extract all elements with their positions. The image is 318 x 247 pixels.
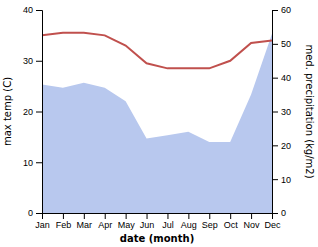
- tick-mark: [230, 213, 231, 219]
- tick: Nov: [244, 213, 261, 230]
- tick-label: Feb: [56, 220, 72, 230]
- axis-line: [36, 11, 43, 214]
- tick-mark: [167, 213, 168, 219]
- tick-mark: [147, 213, 148, 219]
- tick-label: 40: [281, 73, 291, 83]
- tick: 20: [23, 107, 42, 117]
- tick-label: 0: [281, 208, 286, 218]
- tick-mark: [63, 213, 64, 219]
- tick-label: Jun: [140, 220, 155, 230]
- tick-label: Mar: [77, 220, 93, 230]
- tick-mark: [36, 61, 42, 62]
- tick-label: 30: [281, 107, 291, 117]
- tick: Dec: [264, 213, 281, 230]
- tick: 50: [272, 39, 291, 49]
- tick-mark: [272, 179, 278, 180]
- axis-line: [43, 214, 273, 220]
- tick: Sep: [202, 213, 218, 230]
- tick: Jan: [35, 213, 50, 230]
- tick-mark: [188, 213, 189, 219]
- tick-label: Jul: [162, 220, 174, 230]
- tick-mark: [126, 213, 127, 219]
- x-axis-title: date (month): [120, 233, 194, 244]
- area: [42, 34, 272, 213]
- chart: JanFebMarAprMayJunJulAugSepOctNovDec0102…: [0, 0, 318, 247]
- tick-mark: [251, 213, 252, 219]
- tick: Jul: [162, 213, 174, 230]
- tick: 30: [23, 56, 42, 66]
- tick: 20: [272, 141, 291, 151]
- tick: 0: [272, 208, 286, 218]
- tick: Oct: [224, 213, 239, 230]
- tick: 10: [272, 175, 291, 185]
- tick-label: 40: [23, 5, 33, 15]
- tick-mark: [36, 10, 42, 11]
- tick-label: Aug: [181, 220, 197, 230]
- tick-mark: [272, 145, 278, 146]
- tick-mark: [272, 213, 278, 214]
- tick-label: Apr: [98, 220, 112, 230]
- tick-label: 20: [281, 141, 291, 151]
- marks: [42, 33, 272, 213]
- tick: May: [118, 213, 136, 230]
- tick-label: Nov: [244, 220, 261, 230]
- plot: JanFebMarAprMayJunJulAugSepOctNovDec0102…: [23, 5, 291, 230]
- tick: 40: [23, 5, 42, 15]
- tick-label: 10: [281, 175, 291, 185]
- x-axis: Jan Feb Mar Apr May Jun Jul Aug Sep Oct NovDec: [35, 213, 281, 230]
- tick: Feb: [56, 213, 72, 230]
- tick: Aug: [181, 213, 197, 230]
- tick: 30: [272, 107, 291, 117]
- y2-axis: 0 10 20 30 40 50 60: [272, 5, 291, 218]
- tick-label: 50: [281, 39, 291, 49]
- tick-mark: [84, 213, 85, 219]
- tick: 40: [272, 73, 291, 83]
- tick-mark: [272, 112, 278, 113]
- tick-label: Jan: [35, 220, 50, 230]
- tick-label: 30: [23, 56, 33, 66]
- tick-label: Sep: [202, 220, 218, 230]
- tick: 0: [28, 208, 42, 218]
- tick: 10: [23, 158, 42, 168]
- tick-mark: [209, 213, 210, 219]
- tick-mark: [272, 78, 278, 79]
- tick: 60: [272, 5, 291, 15]
- y2-axis-title: med. precipitation (kg/m2): [304, 44, 315, 178]
- tick-mark: [36, 213, 42, 214]
- tick-mark: [36, 112, 42, 113]
- y-axis: 0 10 20 30 40: [23, 5, 43, 218]
- tick-label: Dec: [264, 220, 281, 230]
- axis-line: [273, 11, 279, 214]
- tick-mark: [105, 213, 106, 219]
- tick-label: 20: [23, 107, 33, 117]
- tick: Mar: [77, 213, 93, 230]
- tick: Apr: [98, 213, 112, 230]
- tick-label: 10: [23, 158, 33, 168]
- tick-label: 0: [28, 208, 33, 218]
- y-axis-title: max temp (C): [2, 77, 13, 146]
- tick-label: May: [118, 220, 136, 230]
- tick-mark: [272, 10, 278, 11]
- tick-label: Oct: [224, 220, 239, 230]
- line: [42, 33, 272, 69]
- tick: Jun: [140, 213, 155, 230]
- tick-mark: [272, 44, 278, 45]
- tick-label: 60: [281, 5, 291, 15]
- tick-mark: [36, 162, 42, 163]
